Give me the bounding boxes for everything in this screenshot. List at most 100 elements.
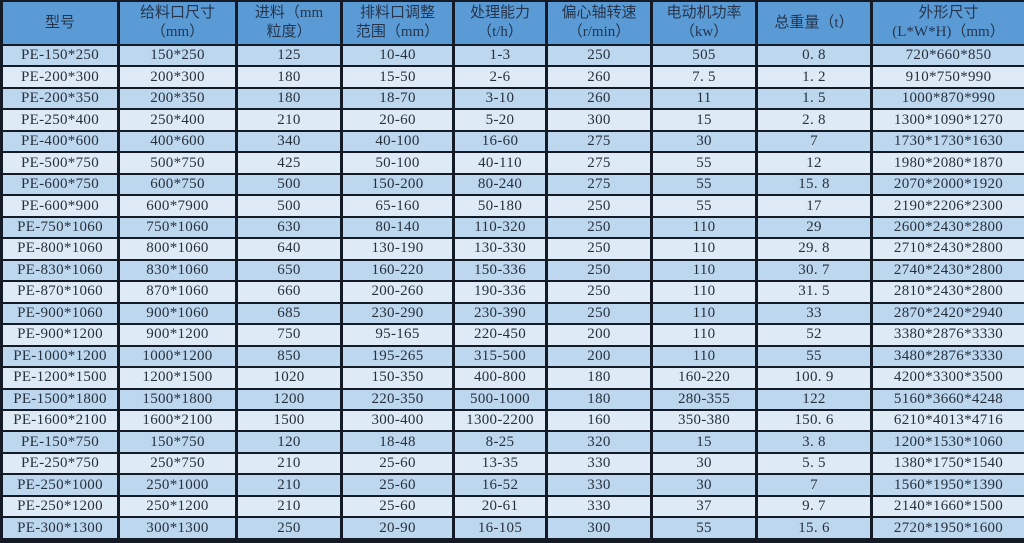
cell-feed-particle-size: 340 [235,129,343,154]
cell-capacity: 150-336 [452,258,548,283]
col-header-feed-opening-size: 给料口尺寸 （mm） [117,0,238,46]
cell-motor-power: 160-220 [650,366,758,390]
cell-capacity: 400-800 [452,366,548,390]
cell-discharge-adjust-range: 20-90 [340,516,455,542]
cell-model: PE-250*1000 [0,473,120,497]
cell-overall-dimensions: 5160*3660*4248 [870,387,1024,411]
cell-motor-power: 11 [650,86,758,111]
cell-feed-opening-size: 600*750 [117,172,238,197]
cell-eccentric-shaft-speed: 250 [545,258,653,283]
table-row: PE-750*1060 750*1060 630 80-140 110-320 250 11… [0,215,1024,240]
cell-capacity: 16-105 [452,516,548,542]
table-header: 型号 给料口尺寸 （mm） 进料（mm 粒度） 排料口调整 范围（mm） 处理能力 （t/h）偏… [0,0,1024,46]
cell-model: PE-900*1200 [0,323,120,347]
cell-motor-power: 7. 5 [650,65,758,89]
cell-total-weight: 3. 8 [755,430,873,454]
cell-eccentric-shaft-speed: 260 [545,65,653,89]
cell-eccentric-shaft-speed: 160 [545,408,653,433]
cell-feed-particle-size: 180 [235,65,343,89]
cell-overall-dimensions: 6210*4013*4716 [870,408,1024,433]
cell-capacity: 80-240 [452,172,548,197]
cell-total-weight: 55 [755,344,873,369]
cell-total-weight: 31. 5 [755,280,873,304]
cell-overall-dimensions: 4200*3300*3500 [870,366,1024,390]
cell-feed-particle-size: 425 [235,151,343,175]
cell-feed-opening-size: 900*1060 [117,301,238,326]
cell-model: PE-400*600 [0,129,120,154]
cell-feed-opening-size: 200*300 [117,65,238,89]
cell-motor-power: 55 [650,151,758,175]
cell-eccentric-shaft-speed: 330 [545,494,653,519]
cell-overall-dimensions: 910*750*990 [870,65,1024,89]
cell-feed-particle-size: 685 [235,301,343,326]
table-row: PE-900*1200 900*1200 750 95-165 220-450 200 11… [0,323,1024,347]
table-row: PE-600*900 600*7900 500 65-160 50-180 250 55 17… [0,194,1024,218]
col-header-model: 型号 [0,0,120,46]
cell-motor-power: 110 [650,301,758,326]
table-row: PE-400*600 400*600 340 40-100 16-60 275 30 7 173… [0,129,1024,154]
cell-discharge-adjust-range: 20-60 [340,108,455,132]
cell-model: PE-1000*1200 [0,344,120,369]
cell-overall-dimensions: 2740*2430*2800 [870,258,1024,283]
cell-capacity: 16-52 [452,473,548,497]
cell-feed-opening-size: 150*750 [117,430,238,454]
cell-capacity: 40-110 [452,151,548,175]
cell-discharge-adjust-range: 18-70 [340,86,455,111]
cell-discharge-adjust-range: 130-190 [340,237,455,261]
cell-overall-dimensions: 720*660*850 [870,43,1024,68]
cell-capacity: 230-390 [452,301,548,326]
cell-feed-opening-size: 150*250 [117,43,238,68]
cell-discharge-adjust-range: 10-40 [340,43,455,68]
cell-feed-opening-size: 800*1060 [117,237,238,261]
cell-eccentric-shaft-speed: 250 [545,215,653,240]
col-header-discharge-adjust-range: 排料口调整 范围（mm） [340,0,455,46]
table-row: PE-250*400 250*400 210 20-60 5-20 300 15 2. 8 13… [0,108,1024,132]
cell-feed-opening-size: 400*600 [117,129,238,154]
cell-overall-dimensions: 1200*1530*1060 [870,430,1024,454]
cell-capacity: 1300-2200 [452,408,548,433]
cell-capacity: 220-450 [452,323,548,347]
cell-capacity: 1-3 [452,43,548,68]
cell-model: PE-150*750 [0,430,120,454]
cell-total-weight: 0. 8 [755,43,873,68]
cell-total-weight: 1. 2 [755,65,873,89]
cell-discharge-adjust-range: 25-60 [340,473,455,497]
cell-overall-dimensions: 2140*1660*1500 [870,494,1024,519]
table-row: PE-150*750 150*750 120 18-48 8-25 320 15 3. 8 12… [0,430,1024,454]
cell-overall-dimensions: 2720*1950*1600 [870,516,1024,542]
cell-model: PE-830*1060 [0,258,120,283]
cell-feed-particle-size: 120 [235,430,343,454]
cell-total-weight: 30. 7 [755,258,873,283]
cell-total-weight: 12 [755,151,873,175]
cell-eccentric-shaft-speed: 200 [545,344,653,369]
cell-feed-particle-size: 630 [235,215,343,240]
cell-eccentric-shaft-speed: 260 [545,86,653,111]
cell-overall-dimensions: 1380*1750*1540 [870,451,1024,476]
cell-feed-opening-size: 1500*1800 [117,387,238,411]
cell-feed-particle-size: 660 [235,280,343,304]
cell-motor-power: 55 [650,516,758,542]
cell-discharge-adjust-range: 95-165 [340,323,455,347]
cell-feed-opening-size: 600*7900 [117,194,238,218]
cell-model: PE-1500*1800 [0,387,120,411]
cell-feed-opening-size: 250*1000 [117,473,238,497]
cell-feed-opening-size: 250*750 [117,451,238,476]
table-body: PE-150*250 150*250 125 10-40 1-3 250 505 0. 8 72… [0,43,1024,542]
cell-discharge-adjust-range: 220-350 [340,387,455,411]
cell-total-weight: 9. 7 [755,494,873,519]
cell-discharge-adjust-range: 50-100 [340,151,455,175]
cell-total-weight: 29. 8 [755,237,873,261]
table-row: PE-250*1200 250*1200 210 25-60 20-61 330 37 9. … [0,494,1024,519]
table-row: PE-870*1060 870*1060 660 200-260 190-336 250 1… [0,280,1024,304]
cell-discharge-adjust-range: 195-265 [340,344,455,369]
cell-capacity: 8-25 [452,430,548,454]
cell-eccentric-shaft-speed: 330 [545,473,653,497]
cell-discharge-adjust-range: 25-60 [340,451,455,476]
cell-discharge-adjust-range: 150-200 [340,172,455,197]
cell-model: PE-200*300 [0,65,120,89]
cell-eccentric-shaft-speed: 275 [545,129,653,154]
cell-motor-power: 110 [650,237,758,261]
cell-model: PE-600*900 [0,194,120,218]
table-row: PE-830*1060 830*1060 650 160-220 150-336 250 1… [0,258,1024,283]
